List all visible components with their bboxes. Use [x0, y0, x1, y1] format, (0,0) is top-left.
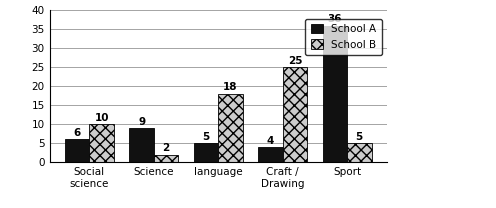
Bar [347, 143, 372, 162]
Text: 9: 9 [138, 116, 145, 126]
Text: 2: 2 [162, 143, 170, 153]
Text: 5: 5 [202, 132, 210, 142]
Bar [218, 94, 243, 162]
Bar [129, 128, 154, 162]
Bar [194, 143, 218, 162]
Bar [65, 139, 89, 162]
Bar [258, 147, 283, 162]
Bar [89, 124, 114, 162]
Bar [283, 67, 307, 162]
Text: 18: 18 [223, 82, 238, 92]
Text: 5: 5 [356, 132, 363, 142]
Text: 6: 6 [73, 128, 81, 138]
Text: 36: 36 [327, 14, 342, 24]
Bar [154, 155, 178, 162]
Bar [322, 26, 347, 162]
Text: 10: 10 [94, 113, 109, 123]
Legend: School A, School B: School A, School B [306, 19, 381, 55]
Text: 25: 25 [288, 56, 302, 66]
Text: 4: 4 [267, 136, 274, 146]
